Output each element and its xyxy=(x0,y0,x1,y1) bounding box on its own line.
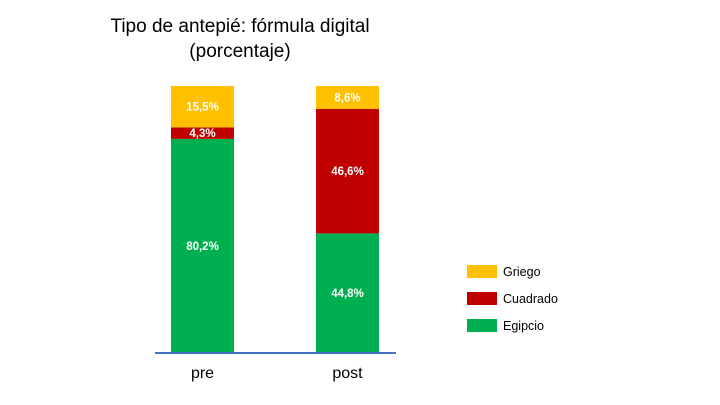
bar-griego-pre xyxy=(171,86,234,128)
x-tick-label-post: post xyxy=(332,365,363,382)
bar-cuadrado-pre xyxy=(171,127,234,139)
bar-cuadrado-post xyxy=(316,108,379,234)
chart-title-line2: (porcentaje) xyxy=(189,41,291,62)
chart-title-line1: Tipo de antepié: fórmula digital xyxy=(110,16,370,37)
data-label: 15,5% xyxy=(186,102,219,114)
data-label: 80,2% xyxy=(186,241,219,253)
legend-label-griego: Griego xyxy=(503,265,541,279)
bar-egipcio-pre xyxy=(171,138,234,353)
data-label: 44,8% xyxy=(331,288,364,300)
legend-swatch-griego xyxy=(467,265,497,278)
data-label: 46,6% xyxy=(331,166,364,178)
legend-swatch-cuadrado xyxy=(467,292,497,305)
bar-griego-post xyxy=(316,86,379,109)
bar-egipcio-post xyxy=(316,233,379,353)
chart-title: Tipo de antepié: fórmula digital (porcen… xyxy=(90,14,390,64)
legend-swatch-egipcio xyxy=(467,319,497,332)
legend-label-egipcio: Egipcio xyxy=(503,319,544,333)
x-tick-label-pre: pre xyxy=(191,365,214,382)
data-label: 4,3% xyxy=(189,128,215,140)
data-label: 8,6% xyxy=(334,92,360,104)
legend-label-cuadrado: Cuadrado xyxy=(503,292,558,306)
